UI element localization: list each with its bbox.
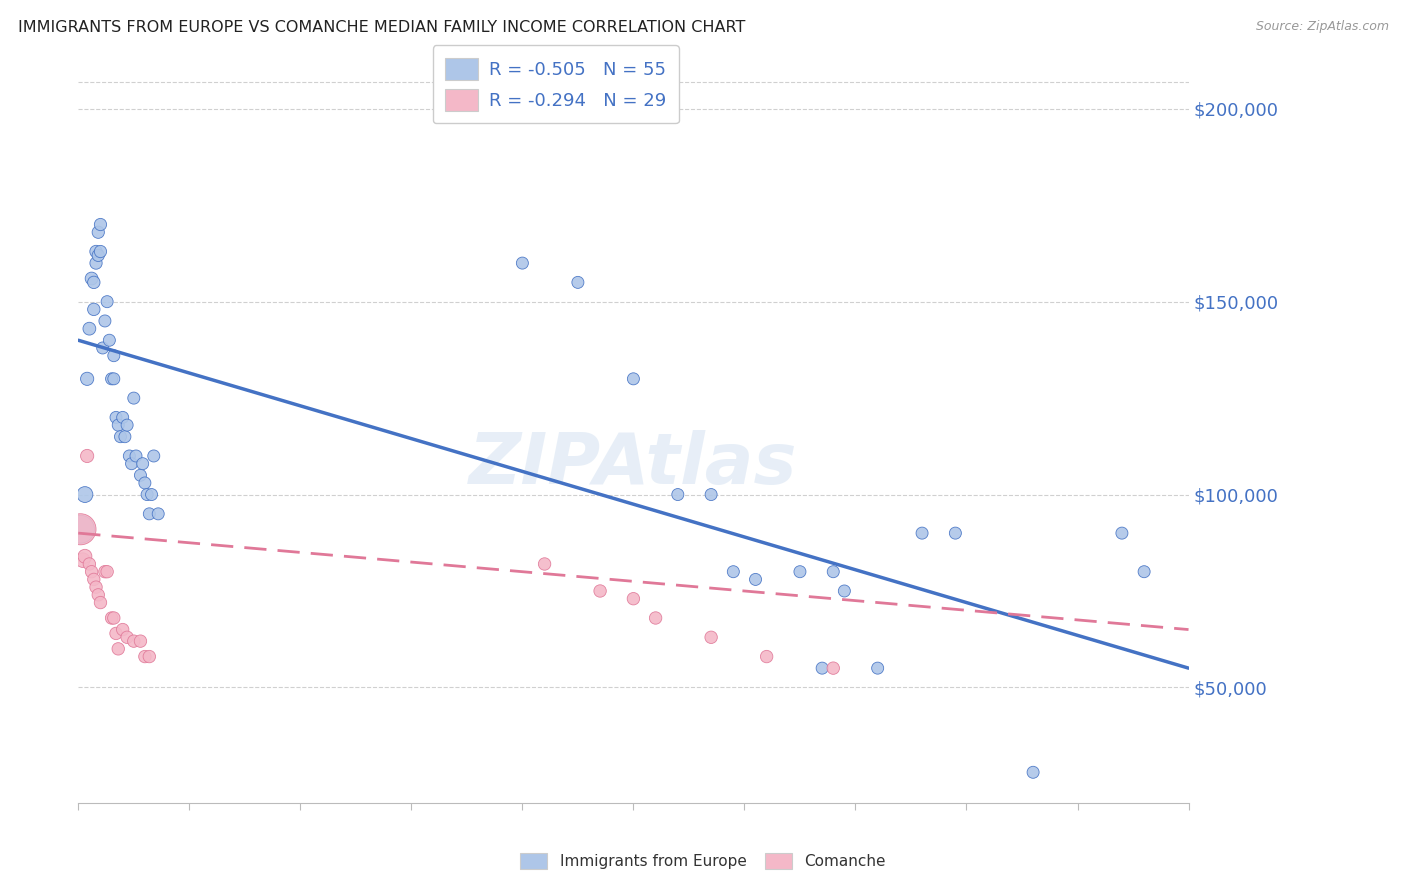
Point [111, 410, 134, 425]
Point [118, 449, 141, 463]
Point [533, 557, 555, 571]
Point [723, 565, 745, 579]
Point [115, 418, 138, 433]
Point [114, 430, 136, 444]
Point [744, 573, 766, 587]
Point [129, 634, 152, 648]
Point [121, 457, 143, 471]
Point [83, 276, 105, 290]
Point [134, 649, 156, 664]
Point [83, 302, 105, 317]
Point [134, 475, 156, 490]
Point [98, 333, 121, 347]
Point [1133, 565, 1156, 579]
Point [567, 276, 589, 290]
Point [89, 218, 111, 232]
Point [823, 565, 845, 579]
Point [111, 623, 134, 637]
Point [89, 596, 111, 610]
Point [76, 449, 98, 463]
Point [1111, 526, 1133, 541]
Point [621, 372, 644, 386]
Point [755, 649, 778, 664]
Point [866, 661, 889, 675]
Point [131, 457, 153, 471]
Point [945, 526, 967, 541]
Point [89, 244, 111, 259]
Point [110, 430, 132, 444]
Point [73, 487, 96, 501]
Legend: Immigrants from Europe, Comanche: Immigrants from Europe, Comanche [513, 847, 893, 875]
Point [87, 588, 110, 602]
Point [107, 418, 129, 433]
Point [84, 580, 107, 594]
Point [72, 553, 94, 567]
Point [103, 372, 125, 386]
Point [138, 507, 160, 521]
Point [94, 565, 117, 579]
Point [644, 611, 666, 625]
Point [105, 626, 128, 640]
Legend: R = -0.505   N = 55, R = -0.294   N = 29: R = -0.505 N = 55, R = -0.294 N = 29 [433, 45, 679, 123]
Point [76, 372, 98, 386]
Point [834, 584, 856, 599]
Text: IMMIGRANTS FROM EUROPE VS COMANCHE MEDIAN FAMILY INCOME CORRELATION CHART: IMMIGRANTS FROM EUROPE VS COMANCHE MEDIA… [18, 20, 745, 35]
Point [79, 557, 101, 571]
Point [83, 573, 105, 587]
Point [700, 630, 723, 644]
Point [700, 487, 723, 501]
Point [911, 526, 934, 541]
Point [80, 565, 103, 579]
Point [103, 349, 125, 363]
Point [141, 487, 163, 501]
Point [103, 611, 125, 625]
Point [1022, 765, 1045, 780]
Point [69, 522, 91, 536]
Point [125, 449, 148, 463]
Point [94, 314, 117, 328]
Point [115, 630, 138, 644]
Text: Source: ZipAtlas.com: Source: ZipAtlas.com [1256, 20, 1389, 33]
Point [129, 468, 152, 483]
Text: ZIPAtlas: ZIPAtlas [470, 430, 797, 500]
Point [122, 634, 145, 648]
Point [84, 256, 107, 270]
Point [84, 244, 107, 259]
Point [69, 522, 91, 536]
Point [811, 661, 834, 675]
Point [789, 565, 811, 579]
Point [142, 449, 165, 463]
Point [80, 271, 103, 285]
Point [666, 487, 689, 501]
Point [589, 584, 612, 599]
Point [621, 591, 644, 606]
Point [87, 248, 110, 262]
Point [138, 649, 160, 664]
Point [512, 256, 534, 270]
Point [79, 321, 101, 335]
Point [91, 341, 114, 355]
Point [122, 391, 145, 405]
Point [87, 225, 110, 239]
Point [100, 611, 122, 625]
Point [107, 641, 129, 656]
Point [100, 372, 122, 386]
Point [105, 410, 128, 425]
Point [96, 565, 118, 579]
Point [148, 507, 170, 521]
Point [73, 549, 96, 564]
Point [96, 294, 118, 309]
Point [823, 661, 845, 675]
Point [136, 487, 159, 501]
